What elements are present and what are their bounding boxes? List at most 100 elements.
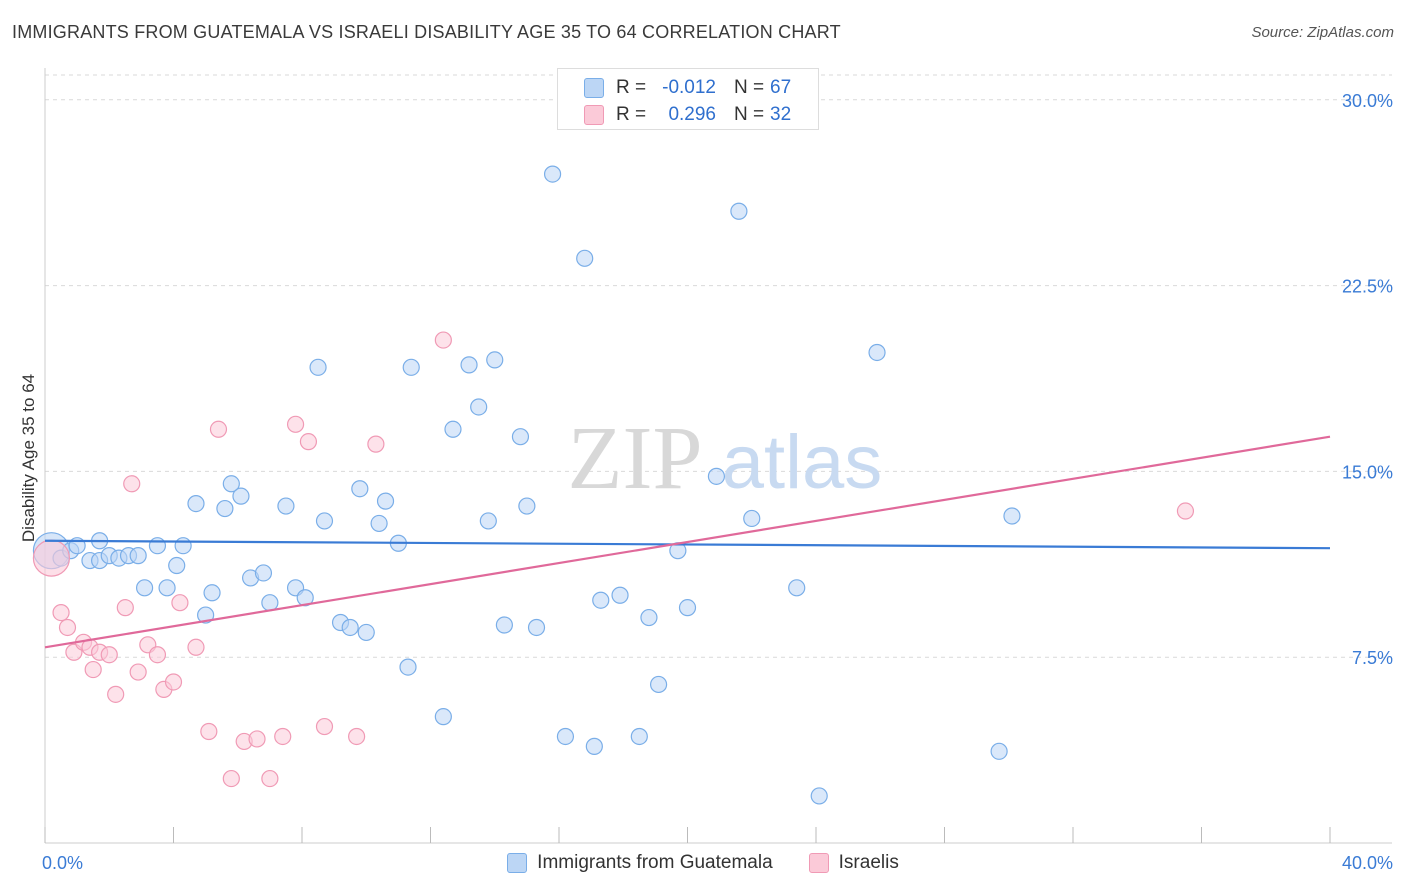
y-axis-label: Disability Age 35 to 64 — [19, 374, 38, 542]
data-point[interactable] — [261, 769, 279, 788]
watermark-zip: ZIP — [568, 409, 703, 508]
data-point[interactable] — [351, 480, 369, 498]
data-point[interactable] — [203, 584, 221, 602]
data-point[interactable] — [116, 599, 134, 617]
series-israelis — [32, 331, 1195, 788]
data-point[interactable] — [543, 165, 562, 183]
data-point[interactable] — [209, 420, 228, 438]
data-point[interactable] — [868, 343, 886, 362]
data-point[interactable] — [222, 475, 240, 493]
data-point[interactable] — [341, 618, 359, 637]
data-point[interactable] — [299, 433, 318, 451]
data-point[interactable] — [315, 512, 334, 530]
data-point[interactable] — [470, 398, 488, 416]
data-point[interactable] — [640, 608, 658, 627]
data-point[interactable] — [649, 675, 668, 694]
data-point[interactable] — [402, 358, 420, 376]
data-point[interactable] — [277, 497, 295, 515]
data-point[interactable] — [309, 358, 327, 376]
data-point[interactable] — [286, 415, 305, 433]
data-point[interactable] — [592, 591, 610, 609]
data-point[interactable] — [399, 658, 417, 676]
y-tick-label: 22.5% — [1342, 277, 1393, 297]
data-point[interactable] — [216, 499, 234, 518]
watermark-atlas: atlas — [722, 420, 883, 505]
r-label: R = — [616, 104, 647, 125]
data-point[interactable] — [174, 537, 192, 555]
data-point[interactable] — [254, 564, 273, 582]
data-point[interactable] — [168, 556, 186, 575]
data-point[interactable] — [434, 331, 452, 349]
data-point[interactable] — [32, 539, 71, 577]
stats-swatch-guatemala — [584, 78, 604, 98]
data-point[interactable] — [357, 623, 375, 642]
data-point[interactable] — [370, 514, 388, 533]
data-point[interactable] — [376, 492, 395, 510]
x-tick-label-min: 0.0% — [42, 853, 83, 873]
data-point[interactable] — [123, 475, 141, 493]
data-point[interactable] — [129, 547, 147, 565]
data-point[interactable] — [743, 509, 761, 528]
data-point[interactable] — [148, 646, 167, 664]
data-point[interactable] — [486, 351, 504, 369]
data-point[interactable] — [511, 428, 530, 446]
data-point[interactable] — [630, 727, 648, 746]
data-point[interactable] — [495, 616, 513, 634]
data-point[interactable] — [135, 579, 154, 597]
legend-item-guatemala[interactable]: Immigrants from Guatemala — [507, 852, 773, 874]
data-point[interactable] — [200, 722, 218, 741]
data-point[interactable] — [518, 497, 536, 515]
trend-line-guatemala — [44, 539, 1331, 550]
r-value: -0.012 — [662, 77, 716, 98]
data-point[interactable] — [107, 685, 125, 703]
data-point[interactable] — [197, 606, 215, 624]
data-point[interactable] — [315, 717, 334, 736]
y-tick-label: 30.0% — [1342, 91, 1393, 111]
data-point[interactable] — [556, 727, 575, 746]
data-point[interactable] — [348, 727, 366, 746]
data-point[interactable] — [171, 594, 189, 612]
r-value: 0.296 — [668, 104, 716, 125]
data-point[interactable] — [58, 618, 77, 637]
legend-label-israelis: Israelis — [838, 852, 899, 873]
data-point[interactable] — [460, 356, 478, 374]
data-point[interactable] — [100, 646, 118, 664]
data-point[interactable] — [434, 708, 452, 726]
data-point[interactable] — [232, 487, 250, 505]
data-point[interactable] — [84, 660, 102, 679]
data-point[interactable] — [707, 467, 726, 485]
tick-labels: 7.5% 15.0% 22.5% 30.0% 0.0% 40.0% — [42, 91, 1393, 873]
data-point[interactable] — [1003, 507, 1021, 525]
data-point[interactable] — [576, 249, 594, 267]
data-point[interactable] — [274, 727, 292, 746]
data-point[interactable] — [788, 579, 806, 597]
data-point[interactable] — [248, 730, 266, 748]
data-point[interactable] — [187, 494, 205, 513]
y-tick-label: 7.5% — [1352, 648, 1393, 668]
data-point[interactable] — [810, 787, 828, 805]
data-point[interactable] — [585, 737, 603, 755]
data-point[interactable] — [129, 663, 147, 681]
data-point[interactable] — [164, 673, 183, 691]
data-point[interactable] — [261, 594, 279, 612]
data-point[interactable] — [367, 435, 385, 453]
data-point[interactable] — [611, 586, 629, 604]
data-point[interactable] — [187, 638, 205, 656]
n-label: N = — [734, 104, 765, 125]
data-point[interactable] — [730, 202, 748, 220]
data-point[interactable] — [158, 579, 176, 597]
n-label: N = — [734, 77, 765, 98]
data-point[interactable] — [479, 512, 497, 530]
data-point[interactable] — [52, 603, 70, 622]
source-label: Source: ZipAtlas.com — [1251, 24, 1394, 41]
legend-item-israelis[interactable]: Israelis — [808, 852, 899, 874]
data-point[interactable] — [678, 599, 697, 617]
data-point[interactable] — [990, 742, 1008, 760]
data-point[interactable] — [444, 420, 462, 438]
chart-title: IMMIGRANTS FROM GUATEMALA VS ISRAELI DIS… — [12, 22, 841, 42]
data-point[interactable] — [1176, 502, 1195, 520]
data-point[interactable] — [527, 618, 546, 637]
data-point[interactable] — [222, 769, 240, 788]
data-point[interactable] — [148, 537, 167, 555]
